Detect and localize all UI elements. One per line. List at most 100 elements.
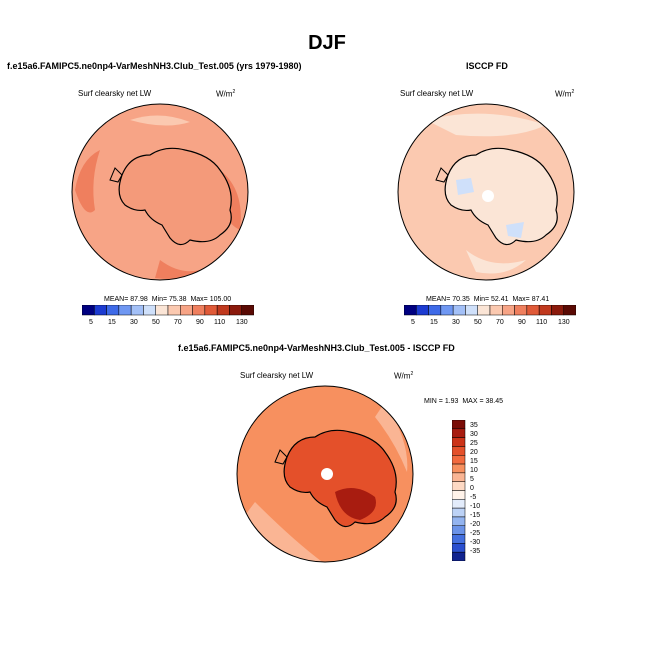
figure-title: DJF xyxy=(308,32,346,54)
panel-diff-variable: Surf clearsky net LW xyxy=(240,371,314,380)
model-colorbar-swatch-0 xyxy=(82,305,95,316)
panel-obs-title: ISCCP FD xyxy=(466,61,508,71)
model-colorbar-swatch-2 xyxy=(106,305,120,316)
obs-colorbar-swatch-5 xyxy=(465,305,478,316)
obs-antarctica-coast xyxy=(444,147,558,246)
panel-model-tick-5: 90 xyxy=(196,319,204,326)
panel-diff-tick-14: -35 xyxy=(470,548,481,555)
diff-pole-hole xyxy=(321,468,333,480)
panel-obs-stats: MEAN= 70.35 Min= 52.41 Max= 87.41 xyxy=(426,296,550,303)
diff-colorbar-swatch-7 xyxy=(452,481,466,491)
panel-obs-units: W/m2 xyxy=(555,89,575,99)
panel-obs-tick-5: 90 xyxy=(518,319,526,326)
panel-diff-tick-2: 25 xyxy=(470,440,478,447)
panel-diff-units: W/m2 xyxy=(394,371,414,381)
panel-diff-map xyxy=(236,385,414,563)
obs-colorbar-swatch-11 xyxy=(538,305,552,316)
obs-colorbar-swatch-1 xyxy=(416,305,429,316)
obs-colorbar-swatch-0 xyxy=(404,305,417,316)
diff-colorbar-swatch-4 xyxy=(452,455,466,465)
diff-peninsula xyxy=(274,449,288,465)
panel-model-tick-0: 5 xyxy=(89,319,93,326)
panel-diff-tick-3: 20 xyxy=(470,449,478,456)
panel-obs-tick-4: 70 xyxy=(496,319,504,326)
panel-obs-colorbar xyxy=(404,305,576,316)
panel-model-tick-4: 70 xyxy=(174,319,182,326)
obs-colorbar-swatch-8 xyxy=(502,305,515,316)
model-colorbar-swatch-8 xyxy=(180,305,193,316)
panel-diff-tick-0: 35 xyxy=(470,422,478,429)
model-colorbar-swatch-9 xyxy=(192,305,206,316)
obs-map-border xyxy=(397,103,575,281)
diff-colorbar-swatch-15 xyxy=(452,551,466,561)
obs-colorbar-swatch-2 xyxy=(428,305,442,316)
diff-colorbar-swatch-5 xyxy=(452,463,466,474)
panel-model-colorbar xyxy=(82,305,254,316)
panel-diff-tick-5: 10 xyxy=(470,467,478,474)
model-field-high-south xyxy=(155,260,200,279)
panel-model-title: f.e15a6.FAMIPC5.ne0np4-VarMeshNH3.Club_T… xyxy=(7,61,302,71)
model-colorbar-swatch-5 xyxy=(143,305,156,316)
obs-colorbar-swatch-13 xyxy=(563,305,576,316)
model-map-border xyxy=(71,103,249,281)
panel-model-tick-1: 15 xyxy=(108,319,116,326)
diff-colorbar-swatch-2 xyxy=(452,437,466,447)
obs-colorbar-swatch-7 xyxy=(489,305,503,316)
obs-pole-hole xyxy=(482,190,494,202)
panel-diff-tick-8: -5 xyxy=(470,494,477,501)
obs-field-low-north xyxy=(426,113,546,137)
diff-colorbar-swatch-3 xyxy=(452,446,466,456)
panel-obs-tick-1: 15 xyxy=(430,319,438,326)
panel-diff-stats: MIN = 1.93 MAX = 38.45 xyxy=(424,398,504,405)
obs-peninsula xyxy=(435,167,449,183)
obs-colorbar-swatch-9 xyxy=(514,305,528,316)
diff-field-high-east xyxy=(335,488,376,520)
diff-colorbar-swatch-9 xyxy=(452,499,466,509)
model-field-low-north xyxy=(130,115,190,126)
model-colorbar-swatch-11 xyxy=(216,305,230,316)
panel-obs-map xyxy=(397,103,575,281)
diff-colorbar-swatch-14 xyxy=(452,543,466,553)
panel-obs-tick-7: 130 xyxy=(558,319,570,326)
panel-diff-colorbar-ticks: 35 30 25 20 15 10 5 0 -5 -10 -15 -20 -25… xyxy=(470,420,500,561)
panel-obs-tick-3: 50 xyxy=(474,319,482,326)
obs-field-blue-south xyxy=(506,222,524,238)
model-colorbar-swatch-1 xyxy=(94,305,107,316)
panel-obs-variable: Surf clearsky net LW xyxy=(400,89,474,98)
obs-field-blue-west xyxy=(456,178,474,195)
model-colorbar-swatch-6 xyxy=(155,305,169,316)
model-colorbar-swatch-3 xyxy=(118,305,132,316)
obs-colorbar-swatch-6 xyxy=(477,305,491,316)
panel-diff-tick-9: -10 xyxy=(470,503,481,510)
panel-diff-colorbar xyxy=(452,420,466,561)
panel-obs-tick-6: 110 xyxy=(536,319,548,326)
diff-colorbar-swatch-0 xyxy=(452,420,466,430)
diff-colorbar-swatch-8 xyxy=(452,490,466,500)
panel-model-units: W/m2 xyxy=(216,89,236,99)
model-colorbar-swatch-12 xyxy=(229,305,242,316)
model-peninsula xyxy=(109,167,123,183)
diff-colorbar-swatch-10 xyxy=(452,507,466,518)
obs-colorbar-swatch-3 xyxy=(440,305,454,316)
diff-colorbar-swatch-13 xyxy=(452,534,466,544)
obs-field-low-south xyxy=(466,250,526,274)
diff-field-low-ne xyxy=(375,402,408,472)
panel-diff-tick-12: -25 xyxy=(470,530,481,537)
panel-model-tick-2: 30 xyxy=(130,319,138,326)
panel-obs-tick-0: 5 xyxy=(411,319,415,326)
panel-diff-tick-4: 15 xyxy=(470,458,478,465)
model-colorbar-swatch-13 xyxy=(241,305,254,316)
diff-colorbar-swatch-6 xyxy=(452,472,466,482)
panel-diff-tick-7: 0 xyxy=(470,485,474,492)
diff-colorbar-swatch-1 xyxy=(452,428,466,438)
panel-model-tick-7: 130 xyxy=(236,319,248,326)
panel-diff-tick-13: -30 xyxy=(470,539,481,546)
panel-diff-tick-10: -15 xyxy=(470,512,481,519)
model-antarctica-coast xyxy=(118,147,232,246)
model-field-high-west xyxy=(75,150,100,213)
panel-model-tick-3: 50 xyxy=(152,319,160,326)
diff-field-low-sw xyxy=(240,502,325,562)
model-colorbar-swatch-7 xyxy=(167,305,181,316)
obs-colorbar-swatch-12 xyxy=(551,305,564,316)
panel-model-variable: Surf clearsky net LW xyxy=(78,89,152,98)
